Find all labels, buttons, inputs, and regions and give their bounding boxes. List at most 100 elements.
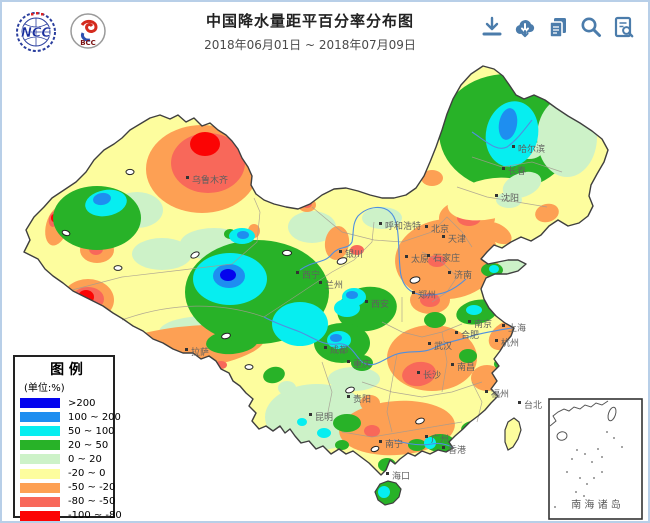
inset-label: 南 海 诸 岛 <box>571 498 621 511</box>
city-label: 北京 <box>431 223 449 235</box>
legend-label: 0 ~ 20 <box>68 453 102 465</box>
rivers <box>263 119 533 449</box>
city-marker <box>512 145 515 148</box>
legend-row: -20 ~ 0 <box>20 466 113 480</box>
legend-box: 图 例 (单位:%) >200 100 ~ 200 50 ~ 100 20 ~ 50 0… <box>13 355 122 521</box>
city-label: 西安 <box>371 298 389 310</box>
city-label: 上海 <box>508 322 526 334</box>
legend-row: -80 ~ -50 <box>20 495 116 509</box>
download-icon[interactable] <box>480 15 504 39</box>
city-marker <box>428 342 431 345</box>
city-label: 武汉 <box>434 340 452 352</box>
legend-label: 100 ~ 200 <box>68 411 121 423</box>
legend-label: 50 ~ 100 <box>68 425 115 437</box>
city-marker <box>468 320 471 323</box>
city-label: 天津 <box>448 234 466 245</box>
legend-label: -80 ~ -50 <box>68 496 116 508</box>
city-marker <box>427 254 430 257</box>
toolbar <box>480 15 636 39</box>
legend-swatch <box>20 426 60 437</box>
city-label: 台北 <box>524 399 542 411</box>
south-china-sea-inset: 南 海 诸 岛 <box>548 398 643 520</box>
city-label: 重庆 <box>353 358 371 370</box>
lakes <box>61 168 425 453</box>
city-marker <box>185 348 188 351</box>
city-label: 银川 <box>345 248 363 260</box>
city-label: 济南 <box>454 269 472 281</box>
city-marker <box>186 176 189 179</box>
city-label: 海口 <box>392 470 410 482</box>
header-bar: NCC BCC 中国降水量距平百分率分布图 2018年06月01日 ~ 2018… <box>2 2 648 60</box>
city-label: 石家庄 <box>433 252 460 264</box>
city-marker <box>412 291 415 294</box>
city-label: 兰州 <box>325 279 343 291</box>
svg-text:BCC: BCC <box>80 39 96 47</box>
city-label: 昆明 <box>315 412 333 423</box>
legend-swatch <box>20 440 60 451</box>
legend-row: -50 ~ -20 <box>20 481 116 495</box>
city-marker <box>502 324 505 327</box>
city-marker <box>455 331 458 334</box>
legend-unit: (单位:%) <box>24 383 65 394</box>
city-marker <box>309 413 312 416</box>
city-marker <box>448 271 451 274</box>
city-marker <box>425 435 428 438</box>
legend-row: >200 <box>20 396 113 410</box>
bcc-logo: BCC <box>70 13 106 49</box>
city-marker <box>386 472 389 475</box>
city-label: 贵阳 <box>353 393 371 405</box>
city-label: 郑州 <box>418 289 436 301</box>
city-marker <box>425 225 428 228</box>
legend-swatch <box>20 398 60 409</box>
city-label: 香港 <box>448 444 466 456</box>
legend-swatch <box>20 510 60 521</box>
city-label: 杭州 <box>501 337 519 349</box>
page-title: 中国降水量距平百分率分布图 <box>205 12 414 30</box>
taiwan-island <box>504 417 522 451</box>
inset-islands <box>554 431 623 508</box>
city-label: 西宁 <box>302 269 320 281</box>
city-marker <box>339 250 342 253</box>
city-marker <box>379 222 382 225</box>
date-range: 2018年06月01日 ~ 2018年07月09日 <box>204 38 416 52</box>
legend-row: 0 ~ 20 <box>20 452 113 466</box>
city-marker <box>502 167 505 170</box>
legend-row: -100 ~ -80 <box>20 509 122 521</box>
city-label: 南京 <box>474 318 492 330</box>
city-label: 合肥 <box>461 329 479 341</box>
city-marker <box>495 339 498 342</box>
city-label: 沈阳 <box>501 192 519 204</box>
legend-swatch <box>20 482 60 493</box>
logos: NCC BCC <box>12 9 108 53</box>
city-marker <box>442 446 445 449</box>
province-borders <box>71 156 563 438</box>
legend-label: -50 ~ -20 <box>68 482 116 494</box>
city-marker <box>347 395 350 398</box>
city-label: 广州 <box>431 433 449 445</box>
city-marker <box>365 300 368 303</box>
legend-swatch <box>20 496 60 507</box>
city-marker <box>495 194 498 197</box>
legend-swatch <box>20 468 60 479</box>
city-marker <box>319 281 322 284</box>
search-icon[interactable] <box>579 15 603 39</box>
cloud-download-icon[interactable] <box>513 15 537 39</box>
city-label: 乌鲁木齐 <box>192 174 228 186</box>
city-label: 南昌 <box>457 361 475 373</box>
document-search-icon[interactable] <box>612 15 636 39</box>
legend-swatch <box>20 412 60 423</box>
city-label: 福州 <box>491 388 509 400</box>
city-label: 长春 <box>508 165 526 177</box>
city-marker <box>417 371 420 374</box>
legend-label: 20 ~ 50 <box>68 439 109 451</box>
hainan-island <box>374 480 402 506</box>
legend-title: 图 例 <box>50 362 83 378</box>
copy-icon[interactable] <box>546 15 570 39</box>
city-marker <box>347 360 350 363</box>
city-label: 呼和浩特 <box>385 220 421 232</box>
city-label: 太原 <box>411 253 429 265</box>
city-marker <box>485 390 488 393</box>
city-label: 南宁 <box>385 438 403 450</box>
